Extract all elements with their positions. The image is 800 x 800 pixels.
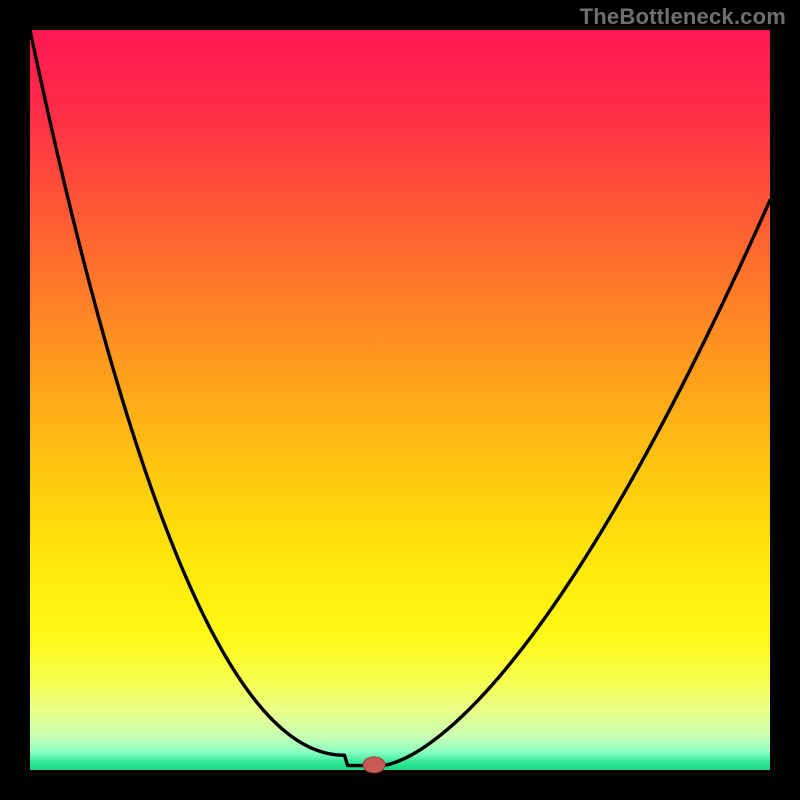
watermark-text: TheBottleneck.com: [580, 4, 786, 30]
chart-stage: TheBottleneck.com: [0, 0, 800, 800]
vertex-marker: [363, 757, 385, 773]
chart-svg: [0, 0, 800, 800]
plot-area: [30, 30, 770, 770]
